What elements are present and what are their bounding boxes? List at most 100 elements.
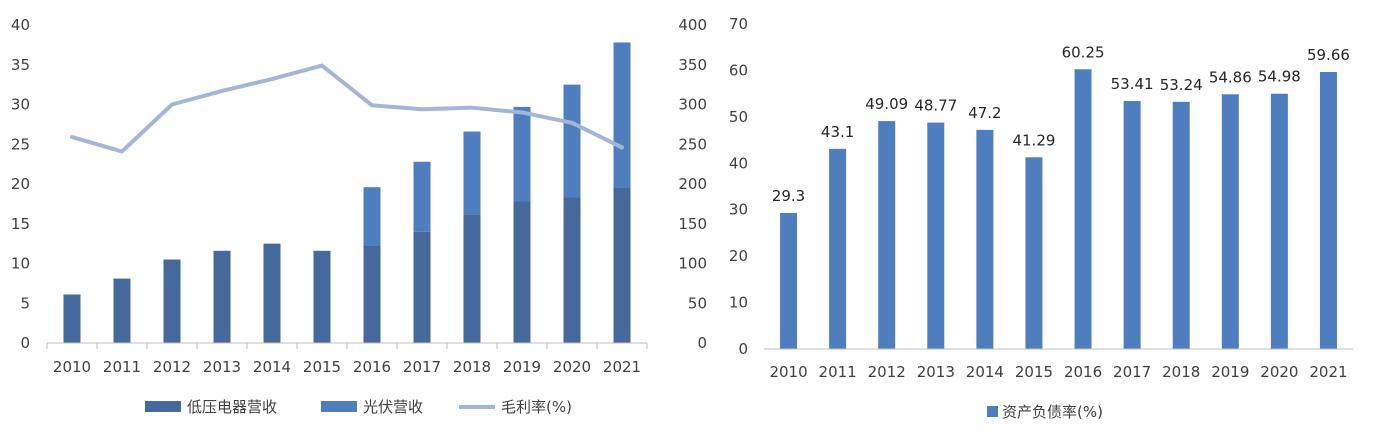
bar-low-voltage-revenue: [213, 250, 231, 343]
bar-debt-ratio: [1025, 157, 1043, 349]
left-y-tick-label: 40: [11, 16, 30, 34]
x-tick-label: 2021: [1309, 363, 1347, 381]
left-y-tick-label: 15: [11, 215, 30, 233]
legend-swatch-debt-ratio: [987, 406, 998, 417]
left-chart-revenue-margin: 0510152025303540050100150200250300350400…: [11, 16, 707, 416]
data-label: 53.24: [1160, 76, 1203, 94]
right-y-tick-label: 350: [678, 56, 707, 74]
x-tick-label: 2015: [1015, 363, 1053, 381]
right-y-tick-label: 50: [688, 294, 707, 312]
x-tick-label: 2019: [1211, 363, 1249, 381]
left-y-tick-label: 30: [11, 96, 30, 114]
data-label: 43.1: [821, 123, 854, 141]
data-label: 41.29: [1012, 131, 1055, 149]
right-y-tick-label: 200: [678, 175, 707, 193]
right-y-tick-label: 400: [678, 16, 707, 34]
legend-label-low-voltage: 低压电器营收: [187, 398, 277, 416]
x-tick-label: 2010: [53, 358, 91, 376]
bar-debt-ratio: [780, 212, 798, 349]
x-tick-label: 2017: [1113, 363, 1151, 381]
x-tick-label: 2012: [868, 363, 906, 381]
bar-pv-revenue: [363, 187, 381, 247]
bar-debt-ratio: [1123, 101, 1141, 350]
data-label: 29.3: [772, 187, 805, 205]
legend-label-pv: 光伏营收: [363, 398, 423, 416]
right-y-tick-label: 150: [678, 215, 707, 233]
bar-debt-ratio: [927, 122, 945, 349]
bar-low-voltage-revenue: [113, 278, 131, 343]
x-tick-label: 2014: [253, 358, 291, 376]
y-tick-label: 20: [729, 247, 748, 265]
x-tick-label: 2011: [819, 363, 857, 381]
bar-low-voltage-revenue: [513, 201, 531, 343]
x-tick-label: 2017: [403, 358, 441, 376]
data-label: 59.66: [1307, 46, 1350, 64]
x-tick-label: 2020: [553, 358, 591, 376]
y-tick-label: 30: [729, 201, 748, 219]
data-label: 54.98: [1258, 68, 1301, 86]
bar-debt-ratio: [1074, 69, 1092, 350]
bar-debt-ratio: [976, 129, 994, 349]
x-tick-label: 2018: [453, 358, 491, 376]
x-tick-label: 2013: [203, 358, 241, 376]
legend-swatch-pv: [321, 401, 357, 412]
bar-low-voltage-revenue: [413, 231, 431, 343]
left-y-tick-label: 0: [20, 334, 30, 352]
bar-low-voltage-revenue: [313, 250, 331, 343]
x-tick-label: 2015: [303, 358, 341, 376]
left-y-tick-label: 5: [20, 294, 30, 312]
data-label: 53.41: [1111, 75, 1154, 93]
y-tick-label: 10: [729, 294, 748, 312]
line-gross-margin: [70, 63, 624, 154]
left-y-tick-label: 25: [11, 135, 30, 153]
bar-debt-ratio: [1221, 94, 1239, 350]
right-y-tick-label: 0: [697, 334, 707, 352]
x-tick-label: 2013: [917, 363, 955, 381]
bar-low-voltage-revenue: [263, 243, 281, 343]
y-tick-label: 40: [729, 154, 748, 172]
bar-low-voltage-revenue: [613, 187, 631, 343]
bar-debt-ratio: [1270, 93, 1288, 349]
bar-debt-ratio: [829, 148, 847, 349]
bar-low-voltage-revenue: [163, 259, 181, 343]
data-label: 48.77: [914, 97, 957, 115]
x-tick-label: 2020: [1260, 363, 1298, 381]
data-label: 47.2: [968, 104, 1001, 122]
x-tick-label: 2018: [1162, 363, 1200, 381]
data-label: 54.86: [1209, 68, 1252, 86]
x-tick-label: 2010: [769, 363, 807, 381]
y-tick-label: 70: [729, 15, 748, 33]
bar-low-voltage-revenue: [63, 294, 81, 343]
bar-low-voltage-revenue: [363, 246, 381, 343]
x-tick-label: 2012: [153, 358, 191, 376]
right-y-tick-label: 300: [678, 96, 707, 114]
y-tick-label: 50: [729, 108, 748, 126]
bar-pv-revenue: [413, 161, 431, 232]
right-chart-debt-ratio: 0 10 20 30 40 50 60 70 29.3 43.1 49.09 48.77 47.2 41.…: [729, 15, 1353, 421]
x-tick-label: 2016: [353, 358, 391, 376]
left-y-tick-label: 20: [11, 175, 30, 193]
x-tick-label: 2019: [503, 358, 541, 376]
right-y-tick-label: 250: [678, 135, 707, 153]
legend-swatch-low-voltage: [145, 401, 181, 412]
x-tick-label: 2011: [103, 358, 141, 376]
legend-label-margin: 毛利率(%): [501, 398, 572, 416]
bar-pv-revenue: [463, 131, 481, 215]
bar-debt-ratio: [878, 121, 896, 349]
data-label: 49.09: [865, 95, 908, 113]
x-tick-label: 2014: [966, 363, 1004, 381]
x-tick-label: 2021: [603, 358, 641, 376]
data-label: 60.25: [1062, 43, 1105, 61]
y-tick-label: 60: [729, 61, 748, 79]
bar-debt-ratio: [1319, 72, 1337, 349]
bar-pv-revenue: [513, 106, 531, 202]
legend-label-debt-ratio: 资产负债率(%): [1002, 403, 1103, 421]
x-tick-label: 2016: [1064, 363, 1102, 381]
bar-low-voltage-revenue: [463, 214, 481, 343]
y-tick-label: 0: [738, 340, 748, 358]
left-y-tick-label: 35: [11, 56, 30, 74]
left-y-tick-label: 10: [11, 255, 30, 273]
right-y-tick-label: 100: [678, 255, 707, 273]
bar-debt-ratio: [1172, 101, 1190, 349]
